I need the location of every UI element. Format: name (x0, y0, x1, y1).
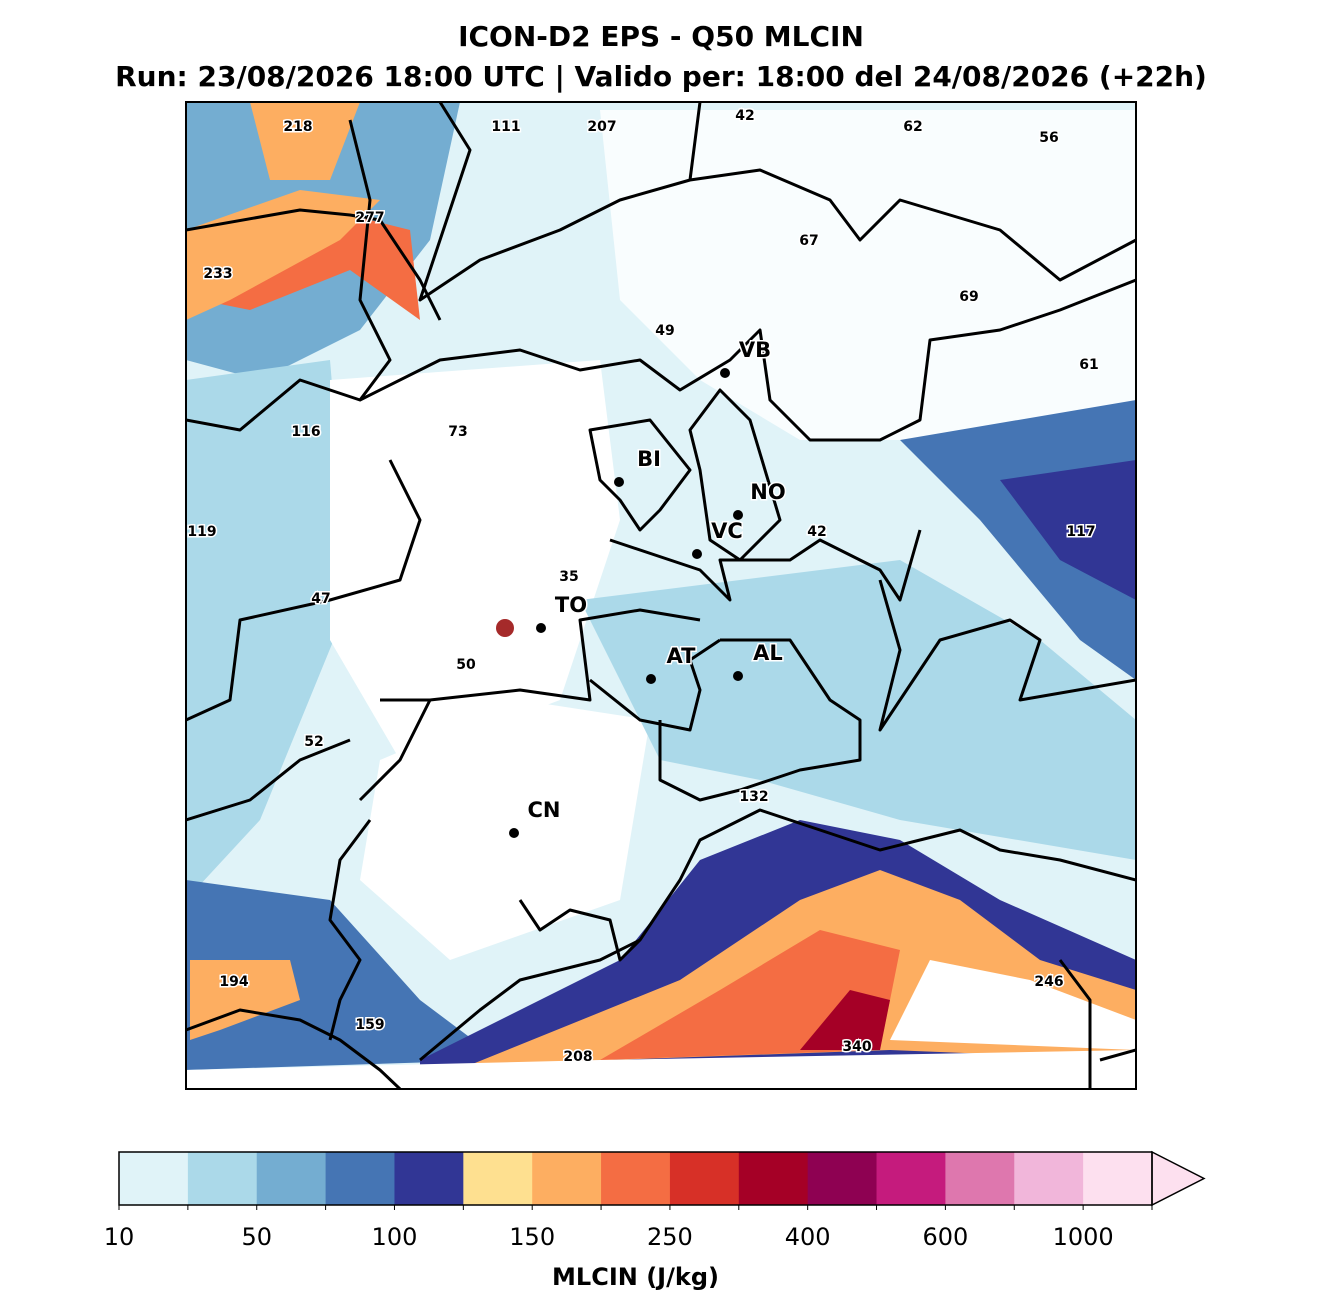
city-dot (720, 368, 730, 378)
city-label: AT (667, 644, 697, 668)
value-label: 117 (1066, 524, 1095, 540)
value-label: 47 (311, 591, 330, 607)
colorbar-segment (1014, 1152, 1084, 1205)
colorbar-frame (118, 1151, 1153, 1206)
value-label: 50 (456, 657, 476, 673)
value-label: 159 (355, 1017, 384, 1033)
value-label: 119 (187, 524, 216, 540)
colorbar-tick-label: 10 (104, 1223, 135, 1251)
value-label: 73 (448, 424, 467, 440)
value-label: 35 (559, 569, 578, 585)
value-label: 49 (655, 323, 674, 339)
value-label: 194 (219, 974, 248, 990)
value-label: 111 (491, 119, 520, 135)
city-label: AL (753, 641, 783, 665)
city-dot (614, 477, 624, 487)
city-label: CN (528, 798, 561, 822)
colorbar-segment (256, 1152, 327, 1205)
colorbar-segment (601, 1152, 671, 1205)
city-label: NO (750, 480, 785, 504)
value-label: 132 (739, 789, 768, 805)
colorbar-segment (876, 1152, 946, 1205)
colorbar-tick-label: 600 (922, 1223, 968, 1251)
value-label: 208 (563, 1049, 592, 1065)
city-label: VB (739, 338, 771, 362)
colorbar-segment (738, 1152, 809, 1205)
colorbar-tick-label: 100 (372, 1223, 418, 1251)
city-dot (646, 674, 656, 684)
colorbar-segment (1083, 1152, 1153, 1205)
value-label: 52 (304, 734, 323, 750)
subtitle: Run: 23/08/2026 18:00 UTC | Valido per: … (115, 60, 1207, 93)
colorbar-segment (532, 1152, 602, 1205)
city-label: TO (555, 593, 587, 617)
value-label: 42 (735, 108, 754, 124)
value-label: 56 (1039, 130, 1058, 146)
colorbar-segment (325, 1152, 395, 1205)
value-label: 207 (587, 119, 616, 135)
city-dot (536, 623, 546, 633)
value-label: 277 (355, 210, 384, 226)
colorbar-segment (807, 1152, 878, 1205)
value-label: 340 (842, 1039, 871, 1055)
title: ICON-D2 EPS - Q50 MLCIN (458, 20, 864, 53)
city-label: BI (637, 447, 661, 471)
colorbar-segment (394, 1152, 464, 1205)
colorbar-tick-label: 150 (509, 1223, 555, 1251)
location-marker (496, 619, 514, 637)
colorbar-tick-label: 250 (647, 1223, 693, 1251)
city-dot (692, 549, 702, 559)
map (186, 102, 1136, 1089)
colorbar-label: MLCIN (J/kg) (552, 1263, 719, 1291)
colorbar-segment (463, 1152, 533, 1205)
value-label: 246 (1034, 974, 1063, 990)
city-dot (509, 828, 519, 838)
value-label: 69 (959, 289, 978, 305)
value-label: 116 (291, 424, 320, 440)
city-dot (733, 510, 743, 520)
value-label: 62 (903, 119, 922, 135)
colorbar-segment (669, 1152, 740, 1205)
map-frame (185, 101, 1137, 1090)
value-label: 218 (283, 119, 312, 135)
value-label: 61 (1079, 357, 1098, 373)
colorbar-tick-label: 50 (241, 1223, 272, 1251)
colorbar-segment (945, 1152, 1015, 1205)
colorbar-segment (119, 1152, 189, 1205)
city-dot (733, 671, 743, 681)
value-label: 67 (799, 233, 818, 249)
value-label: 42 (807, 524, 826, 540)
colorbar-extension (1151, 1150, 1206, 1207)
city-label: VC (711, 519, 743, 543)
value-label: 233 (203, 266, 232, 282)
colorbar-tick-label: 400 (785, 1223, 831, 1251)
colorbar-segment (187, 1152, 258, 1205)
colorbar-tick-label: 1000 (1053, 1223, 1114, 1251)
